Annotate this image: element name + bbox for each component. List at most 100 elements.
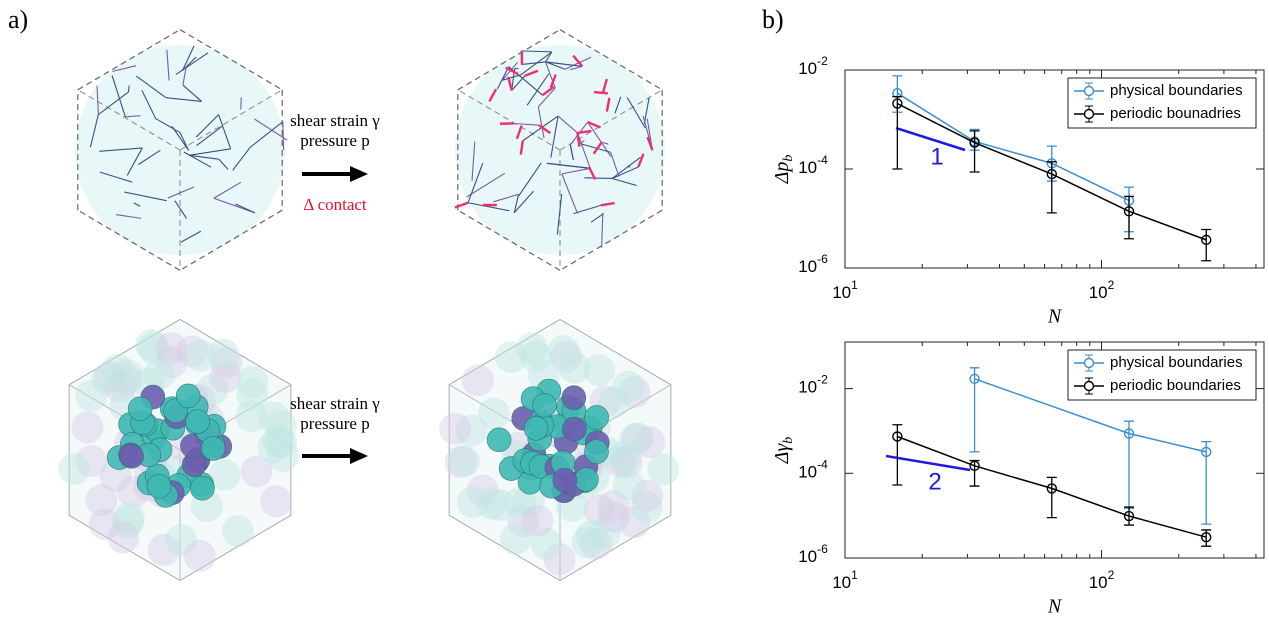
ghost-particle xyxy=(478,398,510,430)
legend-label: periodic bounadries xyxy=(1110,105,1241,122)
y-axis-label: Δpb xyxy=(771,155,797,185)
tick-exponent: -4 xyxy=(817,457,828,471)
core-particle xyxy=(562,417,586,441)
tick-exponent: 1 xyxy=(851,568,858,582)
legend-label: periodic boundaries xyxy=(1110,377,1241,394)
core-particle xyxy=(524,416,548,440)
ghost-particle xyxy=(439,413,471,445)
tick-base: 10 xyxy=(832,283,851,302)
panel-label: a) xyxy=(8,5,28,34)
tick-exponent: 2 xyxy=(1108,568,1115,582)
ghost-particle xyxy=(619,423,651,455)
ghost-particle xyxy=(647,453,679,485)
ghost-particle xyxy=(107,522,139,554)
ghost-particle xyxy=(462,364,494,396)
x-axis-label: N xyxy=(1047,306,1063,328)
core-particle xyxy=(190,476,214,500)
core-particle xyxy=(574,467,598,491)
tick-base: 10 xyxy=(798,158,817,177)
ghost-particle xyxy=(559,352,591,384)
slope-label: 1 xyxy=(930,143,943,170)
ghost-particle xyxy=(184,540,216,572)
legend-marker xyxy=(1085,359,1094,368)
ghost-particle xyxy=(58,453,90,485)
tick-exponent: -6 xyxy=(817,252,828,266)
changed-contact xyxy=(455,203,468,208)
ghost-particle xyxy=(476,487,508,519)
y-label-main: Δp xyxy=(771,162,793,185)
x-tick-label: 102 xyxy=(1089,278,1115,302)
x-tick-label: 102 xyxy=(1089,568,1115,592)
tick-base: 10 xyxy=(1089,573,1108,592)
tick-base: 10 xyxy=(798,547,817,566)
y-tick-label: 10-4 xyxy=(798,153,828,177)
x-tick-label: 101 xyxy=(832,568,858,592)
arrow-note: Δ contact xyxy=(303,195,367,214)
legend-marker xyxy=(1085,382,1094,391)
arrow-label: shear strain γ xyxy=(290,394,380,413)
ghost-particle xyxy=(260,485,292,517)
tick-base: 10 xyxy=(832,573,851,592)
y-label-sub: b xyxy=(781,437,796,444)
core-particle xyxy=(186,409,210,433)
core-particle xyxy=(584,440,608,464)
core-particle xyxy=(562,386,586,410)
core-particle xyxy=(201,436,225,460)
core-particle xyxy=(487,428,511,452)
ghost-particle xyxy=(185,340,217,372)
core-particle xyxy=(128,397,152,421)
tick-base: 10 xyxy=(1089,283,1108,302)
y-label-sub: b xyxy=(781,155,796,162)
ghost-particle xyxy=(448,445,480,477)
ghost-particle xyxy=(598,501,630,533)
ghost-particle xyxy=(613,469,645,501)
tick-exponent: -2 xyxy=(817,373,828,387)
tick-exponent: -4 xyxy=(817,153,828,167)
y-tick-label: 10-6 xyxy=(798,542,828,566)
y-tick-label: 10-2 xyxy=(798,373,828,397)
ghost-particle xyxy=(101,354,133,386)
tick-base: 10 xyxy=(798,378,817,397)
ghost-particle xyxy=(516,332,548,364)
arrow-label: shear strain γ xyxy=(290,111,380,130)
core-particle xyxy=(533,393,557,417)
slope-label: 2 xyxy=(928,468,941,495)
ghost-particle xyxy=(222,515,254,547)
core-particle xyxy=(120,444,144,468)
ghost-particle xyxy=(258,402,290,434)
y-tick-label: 10-2 xyxy=(798,54,828,78)
ghost-particle xyxy=(500,523,532,555)
legend-label: physical boundaries xyxy=(1110,82,1243,99)
legend-label: physical boundaries xyxy=(1110,354,1243,371)
arrow-label: pressure p xyxy=(300,414,369,433)
ghost-particle xyxy=(85,484,117,516)
x-tick-label: 101 xyxy=(832,278,858,302)
tick-exponent: 2 xyxy=(1108,278,1115,292)
core-particle xyxy=(585,405,609,429)
tick-base: 10 xyxy=(798,257,817,276)
tick-exponent: -2 xyxy=(817,54,828,68)
arrow-label: pressure p xyxy=(300,131,369,150)
contact xyxy=(584,178,612,179)
y-label-main: Δγ xyxy=(771,443,793,465)
ghost-particle xyxy=(237,366,269,398)
contact xyxy=(128,86,129,92)
y-tick-label: 10-4 xyxy=(798,457,828,481)
legend-marker xyxy=(1085,110,1094,119)
legend-marker xyxy=(1085,87,1094,96)
core-particle xyxy=(553,468,577,492)
panel-label: b) xyxy=(762,5,784,34)
figure: a) b) shear strain γ pressure p Δ contac… xyxy=(0,0,1269,618)
tick-base: 10 xyxy=(798,463,817,482)
tick-exponent: -6 xyxy=(817,542,828,556)
core-particle xyxy=(147,474,171,498)
tick-exponent: 1 xyxy=(851,278,858,292)
changed-contact xyxy=(594,92,608,93)
y-axis-label: Δγb xyxy=(771,437,797,465)
contact xyxy=(515,68,519,69)
ghost-particle xyxy=(71,411,103,443)
y-tick-label: 10-6 xyxy=(798,252,828,276)
ghost-particle xyxy=(143,358,175,390)
core-particle xyxy=(176,384,200,408)
x-axis-label: N xyxy=(1047,596,1063,618)
